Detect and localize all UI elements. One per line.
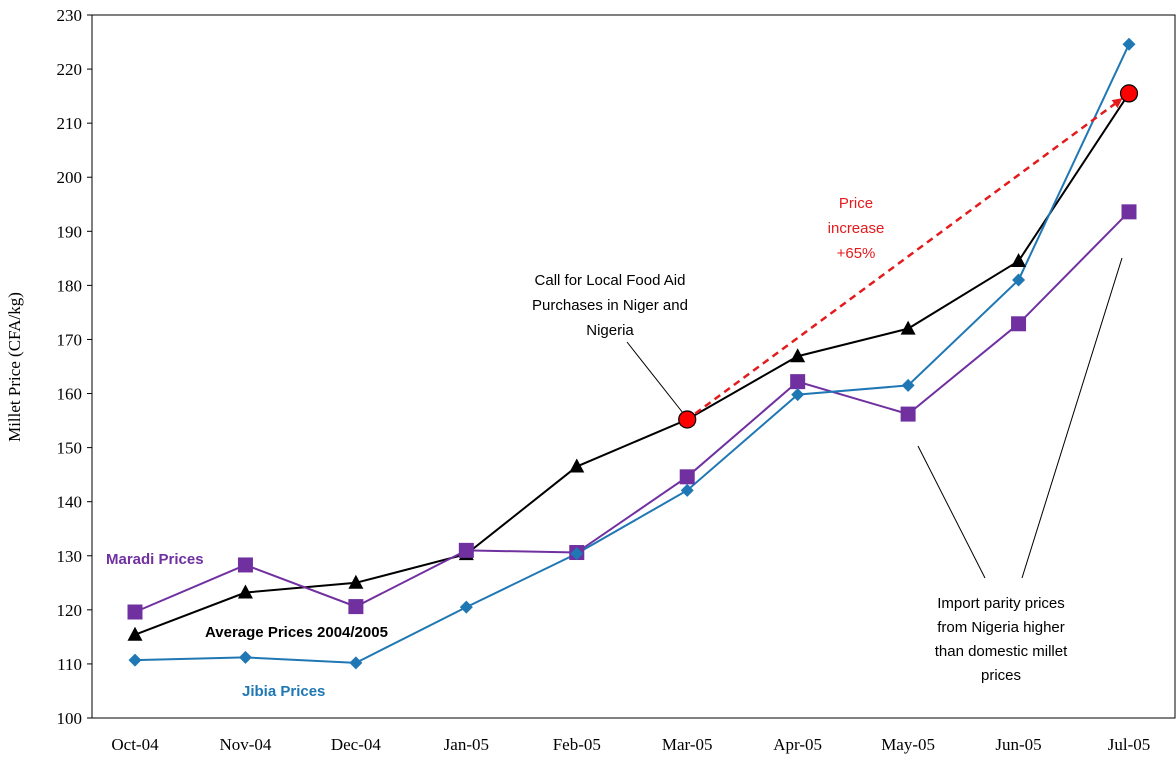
maradi-point bbox=[900, 406, 916, 422]
y-tick-label: 180 bbox=[57, 276, 83, 295]
jibia-point bbox=[128, 653, 142, 667]
import-parity-line-4: prices bbox=[981, 667, 1021, 684]
maradi-point bbox=[458, 542, 474, 558]
series-lines bbox=[134, 43, 1130, 664]
x-tick-label: Oct-04 bbox=[111, 735, 159, 754]
plot-area bbox=[91, 14, 1176, 719]
y-tick-label: 160 bbox=[57, 385, 83, 404]
y-tick-label: 110 bbox=[57, 655, 82, 674]
y-axis-label: Millet Price (CFA/kg) bbox=[5, 292, 24, 442]
y-tick-label: 100 bbox=[57, 709, 83, 728]
jibia-point bbox=[238, 650, 252, 664]
y-tick-label: 220 bbox=[57, 60, 83, 79]
x-tick-label: Jul-05 bbox=[1108, 735, 1151, 754]
price-increase-line-2: increase bbox=[828, 220, 885, 237]
y-tick-label: 150 bbox=[57, 439, 83, 458]
maradi-point bbox=[679, 469, 695, 485]
import-parity-leader-line-jul bbox=[1021, 257, 1123, 579]
series-line-square bbox=[134, 211, 1130, 613]
price-increase-annotation: Price increase +65% bbox=[828, 195, 885, 262]
call-for-aid-line-1: Call for Local Food Aid bbox=[535, 272, 686, 289]
call-for-aid-line-2: Purchases in Niger and bbox=[532, 297, 688, 314]
maradi-point bbox=[127, 604, 143, 620]
maradi-point bbox=[348, 599, 364, 615]
jibia-point bbox=[680, 483, 694, 497]
jibia-point bbox=[1122, 37, 1136, 51]
y-tick-label: 210 bbox=[57, 114, 83, 133]
jibia-series-label: Jibia Prices bbox=[242, 683, 325, 700]
y-tick-label: 190 bbox=[57, 222, 83, 241]
maradi-point bbox=[237, 557, 253, 573]
import-parity-line-1: Import parity prices bbox=[937, 595, 1065, 612]
average-point bbox=[790, 348, 806, 363]
call-for-aid-leader-line bbox=[626, 341, 684, 414]
price-increase-line-3: +65% bbox=[837, 245, 876, 262]
jibia-point bbox=[791, 388, 805, 402]
average-point bbox=[237, 584, 253, 599]
highlight-points bbox=[678, 84, 1139, 429]
x-tick-label: Jun-05 bbox=[995, 735, 1041, 754]
call-for-aid-line-3: Nigeria bbox=[586, 322, 634, 339]
maradi-series-label: Maradi Prices bbox=[106, 551, 204, 568]
maradi-point bbox=[790, 374, 806, 390]
y-tick-label: 230 bbox=[57, 6, 83, 25]
maradi-point bbox=[1011, 316, 1027, 332]
x-axis-ticks: Oct-04 Nov-04 Dec-04 Jan-05 Feb-05 Mar-05 Apr-… bbox=[111, 735, 1150, 754]
series-markers bbox=[127, 37, 1137, 670]
import-parity-line-2: from Nigeria higher bbox=[937, 619, 1065, 636]
jibia-point bbox=[349, 656, 363, 670]
average-point bbox=[348, 574, 364, 589]
x-tick-label: Jan-05 bbox=[444, 735, 489, 754]
y-axis-ticks: 100 110 120 130 140 150 160 170 180 190 200 210 220 2… bbox=[57, 6, 92, 728]
price-increase-arrow bbox=[694, 98, 1123, 415]
y-tick-label: 200 bbox=[57, 168, 83, 187]
jibia-point bbox=[1012, 273, 1026, 287]
price-increase-line-1: Price bbox=[839, 195, 873, 212]
x-tick-label: Nov-04 bbox=[219, 735, 271, 754]
import-parity-leader-line-may bbox=[917, 445, 986, 579]
x-tick-label: Dec-04 bbox=[331, 735, 382, 754]
average-series-label: Average Prices 2004/2005 bbox=[205, 624, 388, 641]
jibia-point bbox=[901, 378, 915, 392]
maradi-point bbox=[1121, 204, 1137, 220]
x-tick-label: Mar-05 bbox=[662, 735, 713, 754]
y-tick-label: 140 bbox=[57, 493, 83, 512]
x-tick-label: Feb-05 bbox=[553, 735, 601, 754]
jibia-point bbox=[459, 600, 473, 614]
jibia-point bbox=[570, 547, 584, 561]
y-tick-label: 120 bbox=[57, 601, 83, 620]
highlight-point bbox=[678, 410, 697, 429]
y-tick-label: 170 bbox=[57, 330, 83, 349]
y-tick-label: 130 bbox=[57, 547, 83, 566]
series-line-diamond bbox=[134, 43, 1130, 664]
average-point bbox=[569, 458, 585, 473]
average-point bbox=[127, 626, 143, 641]
highlight-point bbox=[1119, 84, 1139, 103]
call-for-aid-annotation: Call for Local Food Aid Purchases in Nig… bbox=[532, 272, 688, 339]
x-tick-label: Apr-05 bbox=[773, 735, 822, 754]
series-line-triangle bbox=[134, 92, 1130, 636]
import-parity-line-3: than domestic millet bbox=[935, 643, 1068, 660]
import-parity-annotation: Import parity prices from Nigeria higher… bbox=[935, 595, 1068, 684]
average-point bbox=[900, 320, 916, 335]
average-point bbox=[1011, 253, 1027, 268]
x-tick-label: May-05 bbox=[881, 735, 935, 754]
